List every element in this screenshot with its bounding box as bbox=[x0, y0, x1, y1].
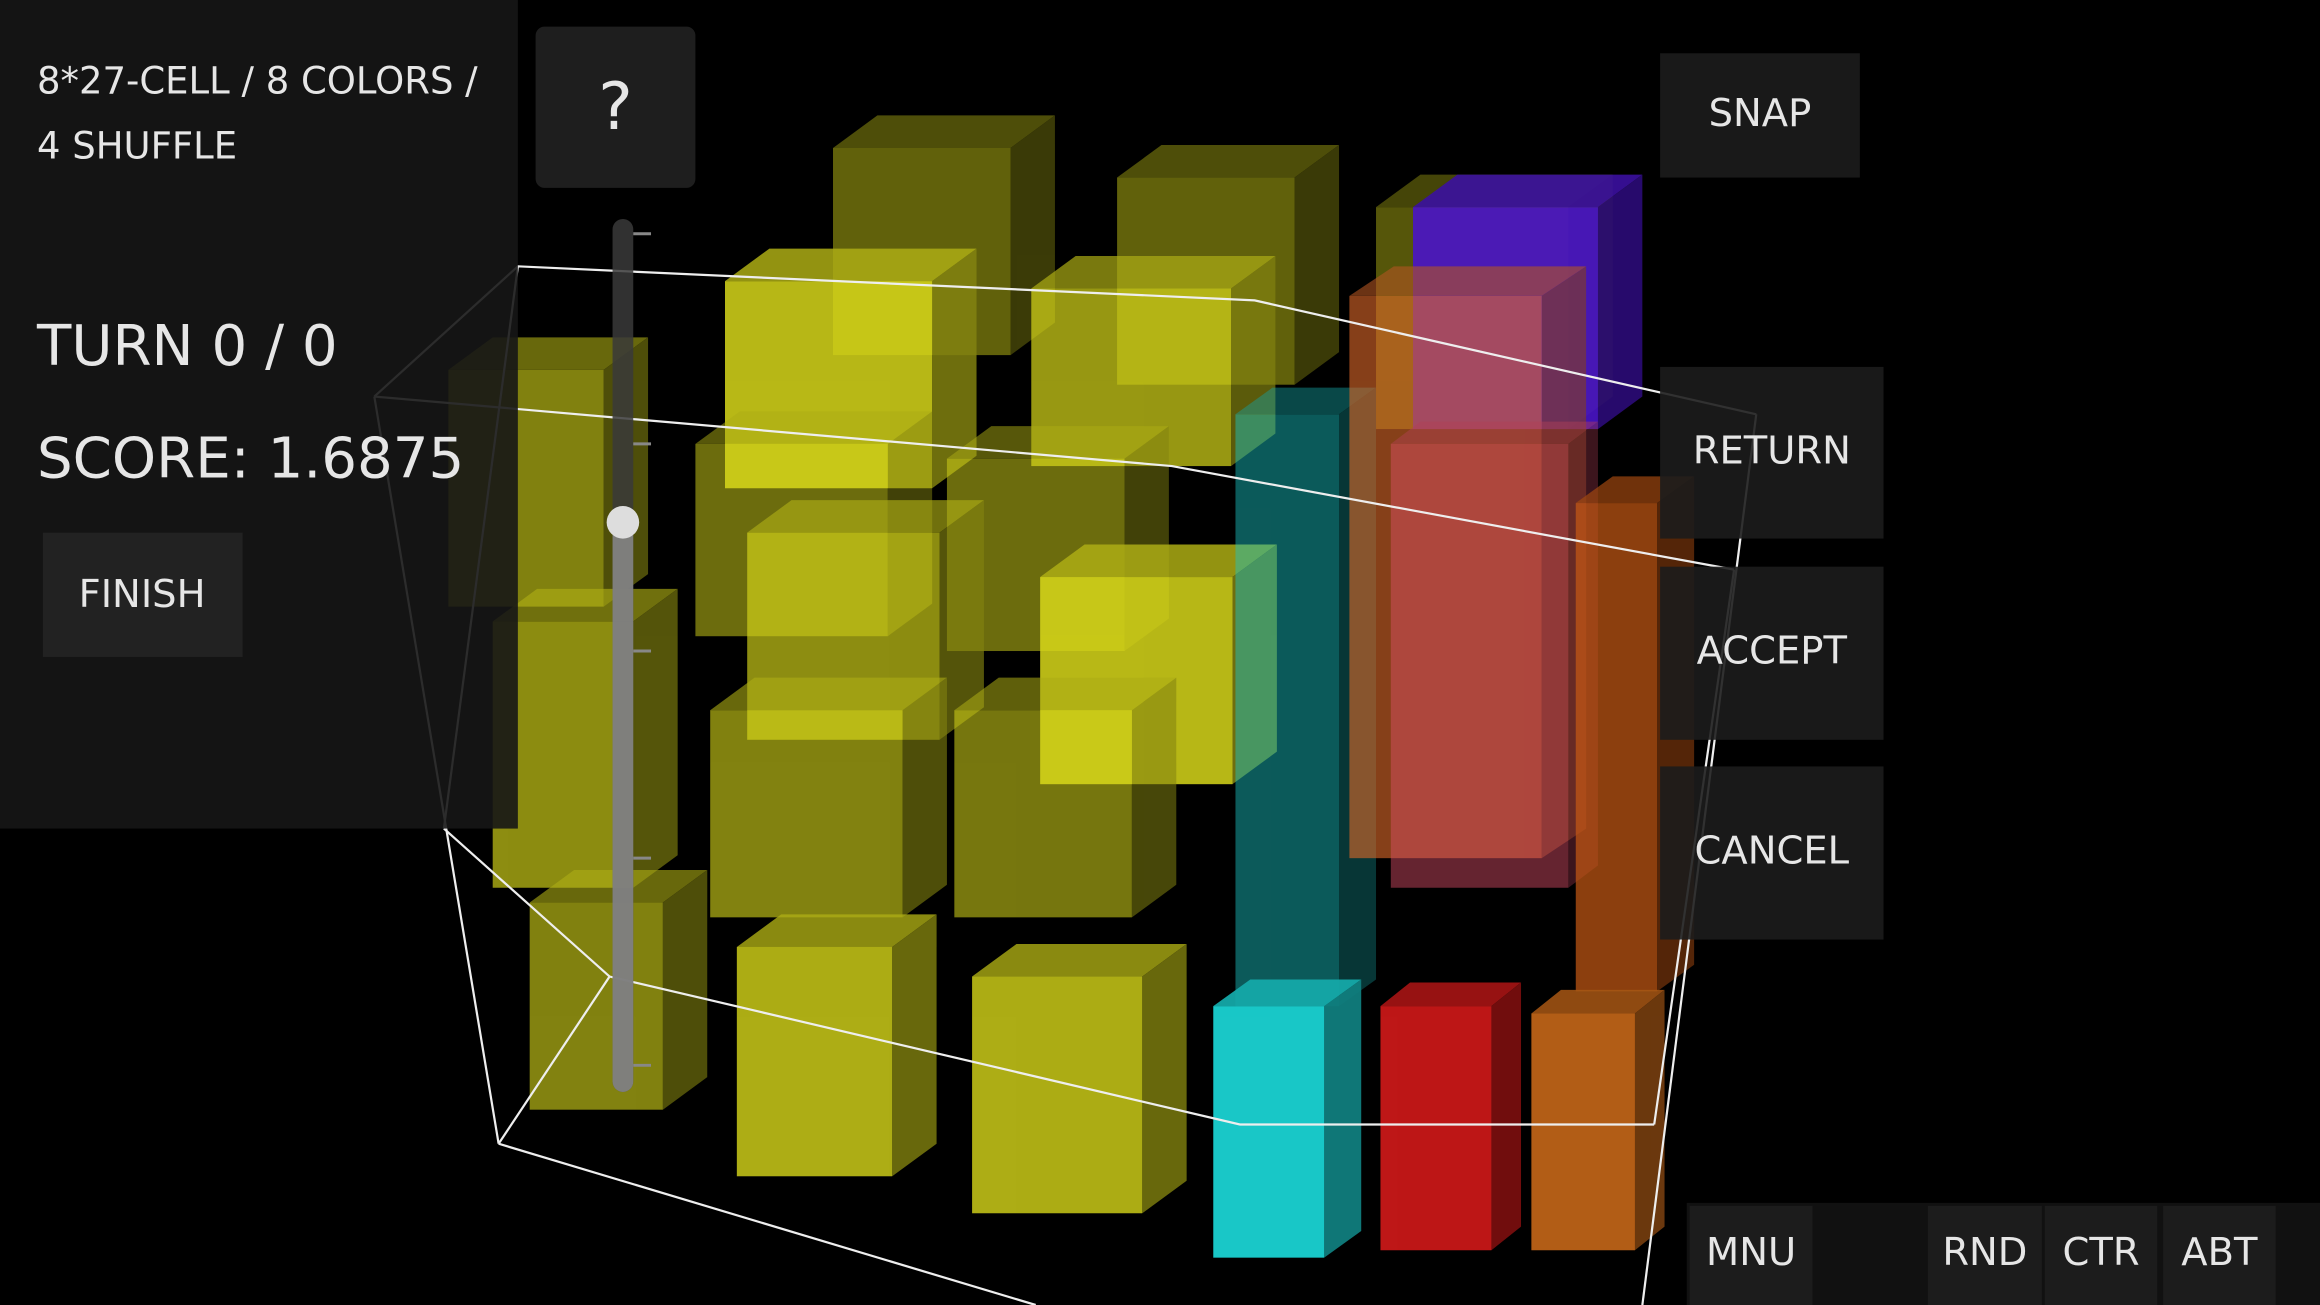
bottom-bar: MNU RND CTR ABT bbox=[1686, 1202, 2320, 1305]
cube-side bbox=[902, 677, 947, 918]
button-bg bbox=[1927, 1205, 2042, 1305]
cube-side bbox=[1232, 544, 1277, 785]
info-line: 8*27-CELL / 8 COLORS / bbox=[37, 59, 478, 102]
cube-top bbox=[747, 500, 984, 533]
cube-top bbox=[1117, 145, 1340, 178]
button-label: MNU bbox=[1706, 1230, 1796, 1275]
button-label: CANCEL bbox=[1695, 828, 1850, 873]
cube bbox=[1390, 421, 1598, 888]
cube bbox=[529, 870, 708, 1110]
button-bg bbox=[2163, 1205, 2276, 1305]
cube-top bbox=[833, 115, 1055, 148]
cube-side bbox=[1541, 266, 1587, 859]
cube-front bbox=[1531, 1013, 1635, 1251]
cube-top bbox=[710, 677, 947, 711]
cube-top bbox=[736, 914, 937, 947]
cube-top bbox=[972, 943, 1187, 977]
cube-side bbox=[662, 870, 708, 1110]
button-bg bbox=[1660, 366, 1884, 539]
cube-side bbox=[1131, 677, 1177, 918]
button-bg bbox=[42, 532, 243, 657]
button-label: ACCEPT bbox=[1697, 629, 1848, 674]
cube-front bbox=[1235, 414, 1340, 1007]
cube-front bbox=[1213, 1006, 1325, 1258]
button-label: CTR bbox=[2062, 1230, 2139, 1275]
button-bg bbox=[2044, 1205, 2158, 1305]
cube-side bbox=[1142, 943, 1187, 1214]
cube-top bbox=[1213, 979, 1362, 1007]
slider-knob bbox=[606, 506, 640, 539]
button-bg bbox=[535, 26, 696, 188]
side-button[interactable]: SNAP bbox=[1660, 53, 1860, 178]
bar-button[interactable]: RND bbox=[1927, 1205, 2042, 1305]
button-label: ABT bbox=[2181, 1230, 2258, 1275]
cube-top bbox=[1031, 255, 1276, 289]
score: SCORE: 1.6875 bbox=[37, 426, 464, 491]
side-buttons: SNAP RETURN ACCEPT CANCEL bbox=[1660, 53, 1884, 940]
slider-fill bbox=[612, 522, 634, 1092]
cube-top bbox=[954, 677, 1177, 711]
cube-top bbox=[1380, 982, 1522, 1007]
info-line: 4 SHUFFLE bbox=[37, 124, 237, 167]
turn-counter: TURN 0 / 0 bbox=[36, 314, 338, 379]
cube bbox=[972, 943, 1187, 1214]
cube-side bbox=[1294, 145, 1340, 385]
cube-top bbox=[1531, 989, 1665, 1014]
cube-front bbox=[736, 946, 893, 1177]
cube-side bbox=[892, 914, 937, 1177]
button-label: ? bbox=[598, 70, 633, 145]
cube-top bbox=[1349, 266, 1587, 296]
cube-front bbox=[1390, 443, 1569, 888]
side-button[interactable]: ACCEPT bbox=[1660, 566, 1884, 740]
cube-front bbox=[954, 710, 1132, 918]
bar-button[interactable]: MNU bbox=[1689, 1205, 1813, 1305]
cube bbox=[1531, 989, 1665, 1251]
button-label: SNAP bbox=[1709, 91, 1812, 136]
cube-top bbox=[1413, 174, 1643, 208]
button-bg bbox=[1689, 1205, 1813, 1305]
cube-side bbox=[633, 588, 678, 888]
slider-ticks bbox=[633, 232, 652, 1067]
side-button[interactable]: CANCEL bbox=[1660, 766, 1884, 940]
bar-button[interactable]: CTR bbox=[2044, 1205, 2158, 1305]
slider[interactable] bbox=[606, 218, 652, 1092]
button-bg bbox=[1660, 53, 1860, 178]
cube-top bbox=[1235, 387, 1377, 415]
info-panel bbox=[0, 0, 518, 829]
cube bbox=[736, 914, 937, 1177]
cube bbox=[1380, 982, 1522, 1251]
cube-side bbox=[1231, 255, 1276, 467]
cube-front bbox=[529, 902, 663, 1110]
cube-top bbox=[695, 411, 933, 444]
button-label: RND bbox=[1942, 1230, 2027, 1275]
cube bbox=[1213, 979, 1362, 1258]
cube-side bbox=[1634, 989, 1665, 1251]
cube-side bbox=[939, 500, 984, 740]
cube bbox=[492, 588, 678, 888]
cube-top bbox=[1390, 421, 1598, 444]
cube-side bbox=[932, 248, 977, 489]
cube-side bbox=[1491, 982, 1522, 1251]
cube-front bbox=[710, 710, 903, 918]
cube bbox=[710, 677, 947, 918]
cube-front bbox=[1575, 503, 1658, 992]
cube-front bbox=[1380, 1006, 1492, 1251]
cube-top bbox=[725, 248, 977, 282]
finish-button[interactable]: FINISH bbox=[42, 532, 243, 657]
cube bbox=[954, 677, 1177, 918]
cube-front bbox=[1349, 295, 1542, 859]
button-label: FINISH bbox=[79, 572, 206, 617]
cube-top bbox=[1040, 544, 1277, 578]
cube bbox=[1349, 266, 1587, 859]
help-button[interactable]: ? bbox=[535, 26, 696, 188]
button-bg bbox=[1660, 766, 1884, 940]
bar-button[interactable]: ABT bbox=[2163, 1205, 2276, 1305]
side-button[interactable]: RETURN bbox=[1660, 366, 1884, 539]
cube-side bbox=[1324, 979, 1362, 1258]
cube-side bbox=[1597, 174, 1643, 430]
button-label: RETURN bbox=[1693, 428, 1851, 473]
button-bg bbox=[1660, 566, 1884, 740]
